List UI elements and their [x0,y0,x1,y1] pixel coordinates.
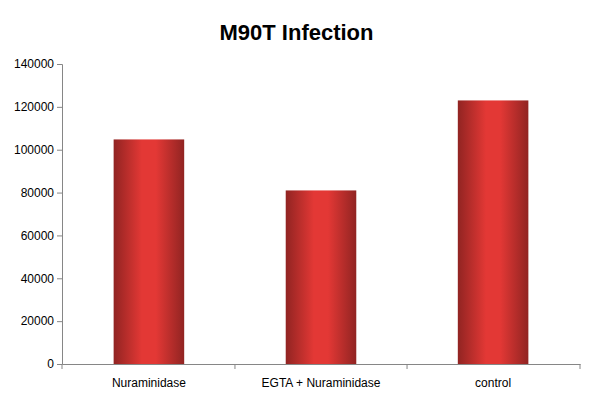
y-axis: 0 20000 40000 60000 80000 100000 120000 140000 [14,57,63,371]
y-tick-mark [57,235,62,236]
x-tick: Nuraminidase [112,364,186,390]
x-separator [62,364,63,369]
x-tick: control [475,364,511,390]
x-separators [62,364,580,369]
chart-title: M90T Infection [219,20,373,45]
x-separator [580,364,581,369]
y-tick: 80000 [21,186,62,200]
x-axis-line [63,364,581,365]
y-tick-mark [57,107,62,108]
bar [286,190,357,364]
bar [458,100,529,364]
y-tick-mark [57,64,62,65]
y-tick-label: 140000 [14,57,54,71]
y-tick-mark [57,321,62,322]
y-tick-label: 40000 [21,272,55,286]
plot: 0 20000 40000 60000 80000 100000 120000 140000 N… [14,57,581,389]
y-tick-label: 0 [47,357,54,371]
x-separator [407,364,408,369]
y-tick-label: 100000 [14,143,54,157]
y-tick-mark [57,364,62,365]
x-tick: EGTA + Nuraminidase [262,364,381,390]
y-axis-line [57,65,63,365]
y-tick: 40000 [21,272,62,286]
y-tick-label: 120000 [14,100,54,114]
bar [114,139,185,364]
x-tick-label: Nuraminidase [112,376,186,390]
y-tick: 120000 [14,100,62,114]
chart: M90T Infection 0 20000 40000 60000 80000 10000… [0,0,593,415]
x-tick-label: control [475,376,511,390]
y-tick: 100000 [14,143,62,157]
x-separator [234,364,235,369]
y-tick: 0 [47,357,62,371]
y-tick-mark [57,278,62,279]
x-axis: Nuraminidase EGTA + Nuraminidase control [62,364,581,390]
y-tick: 140000 [14,57,62,71]
y-tick-label: 80000 [21,186,55,200]
x-tick-label: EGTA + Nuraminidase [262,376,381,390]
y-tick: 60000 [21,229,62,243]
bars [114,100,529,364]
y-tick-label: 60000 [21,229,55,243]
y-tick: 20000 [21,314,62,328]
y-tick-mark [57,193,62,194]
y-tick-mark [57,150,62,151]
y-tick-label: 20000 [21,314,55,328]
